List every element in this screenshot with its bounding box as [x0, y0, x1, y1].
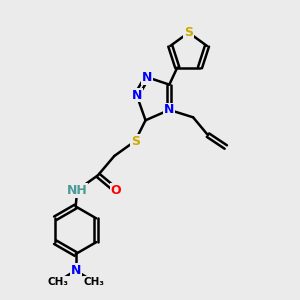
Text: N: N	[142, 71, 152, 84]
Text: N: N	[131, 88, 142, 101]
Text: S: S	[184, 26, 193, 39]
Text: CH₃: CH₃	[47, 277, 68, 287]
Text: N: N	[70, 264, 81, 277]
Text: CH₃: CH₃	[83, 277, 104, 287]
Text: O: O	[110, 184, 121, 196]
Text: S: S	[130, 135, 140, 148]
Text: N: N	[164, 103, 175, 116]
Text: NH: NH	[67, 184, 88, 196]
